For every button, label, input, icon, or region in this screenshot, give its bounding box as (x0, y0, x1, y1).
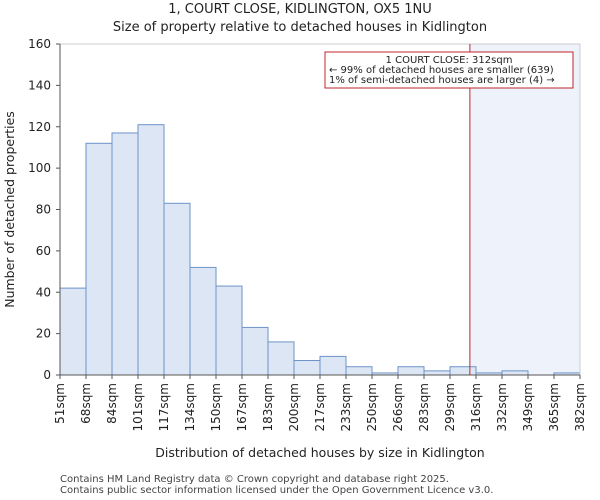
x-tick-label-349sqm: 349sqm (521, 383, 535, 431)
x-tick-label-266sqm: 266sqm (391, 383, 405, 431)
x-tick-label-68sqm: 68sqm (79, 383, 93, 424)
annotation-line-1: 1 COURT CLOSE: 312sqm (386, 55, 513, 66)
annotation-line-2: ← 99% of detached houses are smaller (63… (329, 65, 554, 76)
bar-200sqm (293, 360, 321, 376)
x-tick-label-167sqm: 167sqm (235, 383, 249, 431)
x-tick-label-316sqm: 316sqm (469, 383, 483, 431)
bar-134sqm (189, 266, 217, 376)
x-tick-label-250sqm: 250sqm (365, 383, 379, 431)
x-tick-label-117sqm: 117sqm (157, 383, 171, 431)
chart-subtitle: Size of property relative to detached ho… (112, 20, 488, 35)
x-axis-label: Distribution of detached houses by size … (155, 445, 484, 460)
bar-51sqm (59, 287, 87, 376)
bar-183sqm (267, 341, 295, 376)
bar-101sqm (137, 124, 165, 376)
y-tick-label-100: 100 (28, 161, 51, 175)
bar-68sqm (85, 142, 113, 376)
bar-299sqm (449, 366, 477, 376)
y-tick-label-40: 40 (36, 285, 51, 299)
x-tick-label-382sqm: 382sqm (573, 383, 587, 431)
larger-region-shade (469, 44, 580, 375)
y-tick-label-120: 120 (28, 120, 51, 134)
x-tick-label-365sqm: 365sqm (547, 383, 561, 431)
x-tick-label-233sqm: 233sqm (339, 383, 353, 431)
x-tick-label-134sqm: 134sqm (183, 383, 197, 431)
bar-283sqm (423, 370, 451, 376)
bar-217sqm (319, 355, 347, 376)
chart-title: 1, COURT CLOSE, KIDLINGTON, OX5 1NU (168, 2, 432, 17)
x-tick-label-200sqm: 200sqm (287, 383, 301, 431)
bar-150sqm (215, 285, 243, 376)
y-tick-label-20: 20 (36, 327, 51, 341)
x-tick-label-299sqm: 299sqm (443, 383, 457, 431)
x-tick-label-217sqm: 217sqm (313, 383, 327, 431)
x-tick-label-332sqm: 332sqm (495, 383, 509, 431)
bar-117sqm (163, 202, 191, 376)
bar-167sqm (241, 326, 269, 376)
y-tick-label-80: 80 (36, 203, 51, 217)
x-tick-label-101sqm: 101sqm (131, 383, 145, 431)
x-tick-label-150sqm: 150sqm (209, 383, 223, 431)
x-tick-label-183sqm: 183sqm (261, 383, 275, 431)
x-tick-label-51sqm: 51sqm (53, 383, 67, 424)
y-axis-label: Number of detached properties (2, 111, 17, 308)
x-tick-label-283sqm: 283sqm (417, 383, 431, 431)
footer-line-1: Contains HM Land Registry data © Crown c… (60, 474, 449, 485)
bar-84sqm (111, 132, 139, 376)
x-tick-label-84sqm: 84sqm (105, 383, 119, 424)
bar-266sqm (397, 366, 425, 376)
y-tick-label-160: 160 (28, 37, 51, 51)
y-tick-label-140: 140 (28, 78, 51, 92)
annotation-box: 1 COURT CLOSE: 312sqm ← 99% of detached … (324, 51, 574, 89)
y-tick-label-0: 0 (43, 368, 51, 382)
annotation-line-3: 1% of semi-detached houses are larger (4… (329, 75, 555, 86)
y-tick-label-60: 60 (36, 244, 51, 258)
bar-233sqm (345, 366, 373, 376)
bar-332sqm (501, 370, 529, 376)
footer-line-2: Contains public sector information licen… (60, 485, 494, 496)
